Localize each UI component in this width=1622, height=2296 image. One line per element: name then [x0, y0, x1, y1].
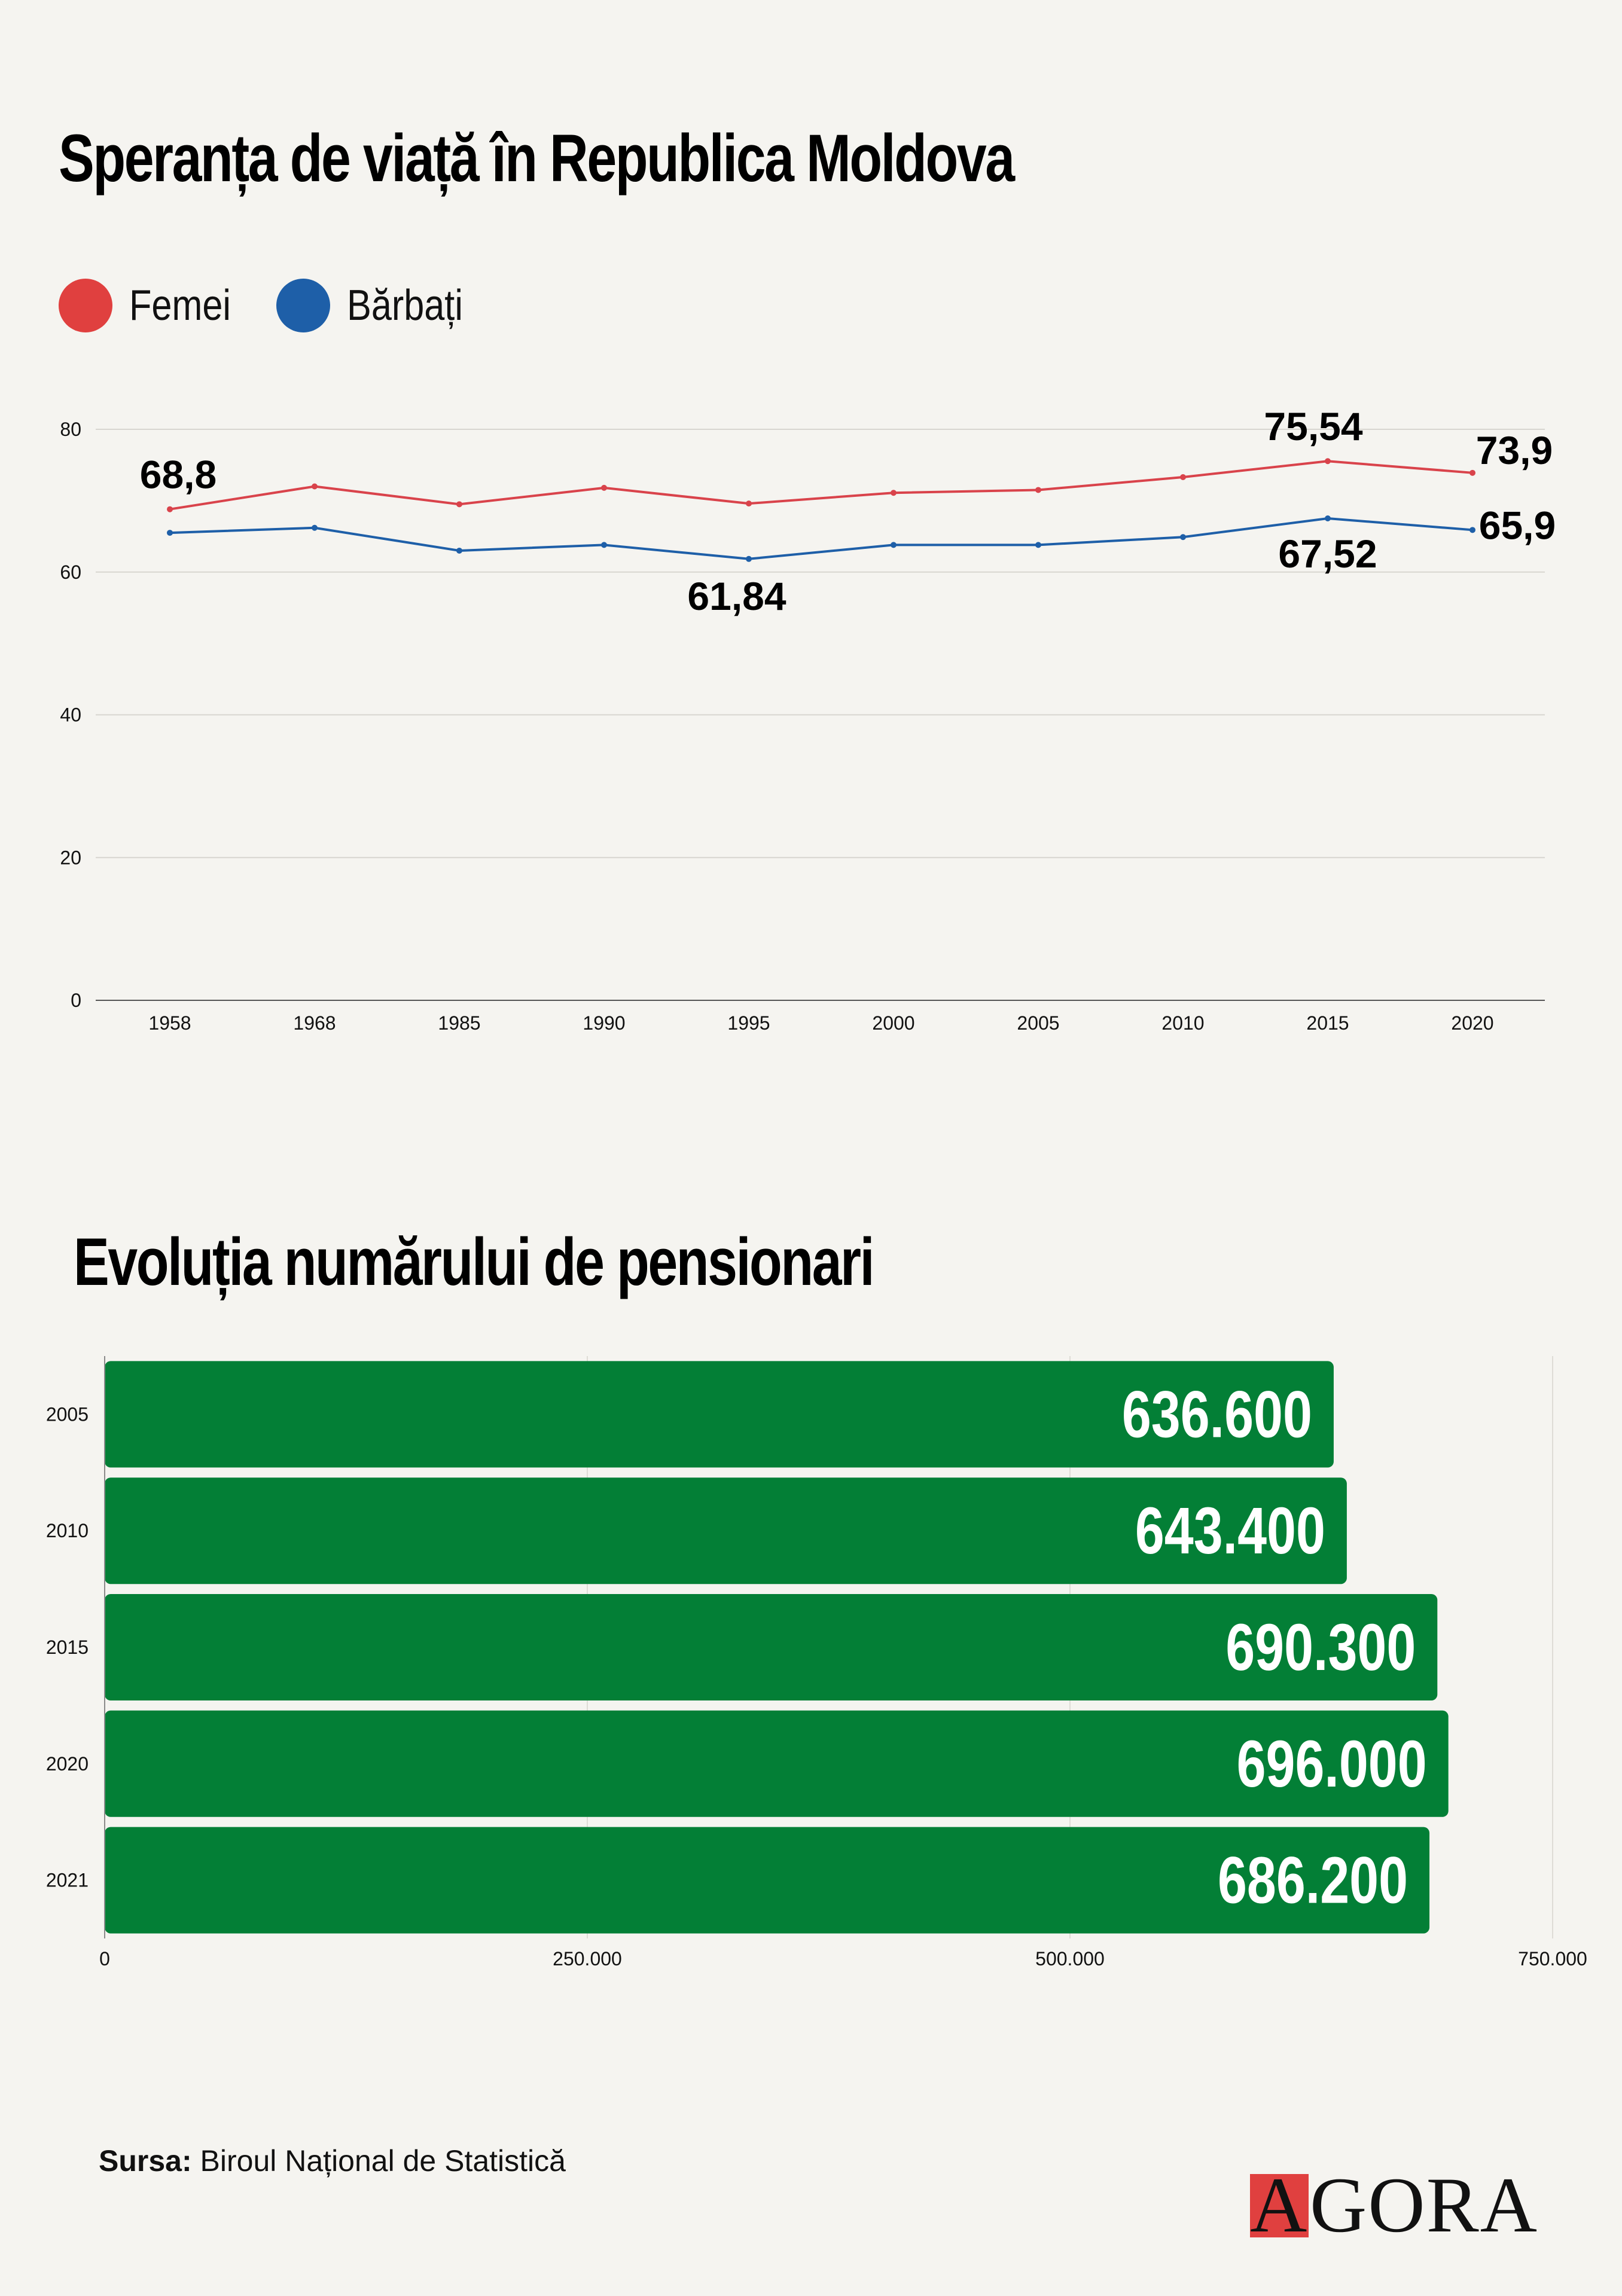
pensioners-bar-chart: 0 250.000 500.000 750.000 636.600 2005 643.400… [46, 1356, 1587, 1970]
data-point-barbati-2000 [891, 542, 897, 548]
legend-marker-femei [59, 279, 112, 332]
data-label-barbati-2020: 65,9 [1479, 503, 1556, 547]
bar-2010 [105, 1477, 1347, 1584]
bar-value-label-2021: 686.200 [1218, 1844, 1408, 1918]
data-point-femei-1995 [746, 500, 752, 507]
x-tick-label-2010: 2010 [1161, 1012, 1204, 1034]
source-text: Biroul Național de Statistică [200, 2144, 566, 2178]
data-point-femei-1968 [312, 483, 318, 490]
life-expectancy-line-chart: 0 20 40 60 80 1958 1968 1985 1990 1995 2000 2005 201… [60, 404, 1556, 1034]
category-label-2005: 2005 [46, 1403, 89, 1425]
legend-label-femei: Femei [129, 282, 231, 329]
x-tick-label-2005: 2005 [1017, 1012, 1059, 1034]
data-label-femei-2015: 75,54 [1264, 404, 1362, 448]
data-point-femei-2010 [1180, 474, 1186, 480]
data-point-barbati-1958 [167, 530, 173, 536]
data-point-barbati-1995 [746, 555, 752, 562]
y-tick-label-0: 0 [71, 990, 81, 1011]
bar-value-label-2015: 690.300 [1225, 1611, 1416, 1685]
x-tick-label-3: 750.000 [1518, 1948, 1587, 1970]
x-tick-label-0: 0 [99, 1948, 110, 1970]
series-line-barbati [169, 517, 1473, 560]
data-point-femei-2015 [1325, 458, 1331, 465]
data-label-barbati-1995: 61,84 [687, 574, 786, 618]
logo-wordmark: GORA [1310, 2161, 1539, 2249]
data-point-femei-1985 [456, 501, 462, 508]
category-label-2021: 2021 [46, 1870, 89, 1891]
x-tick-label-2000: 2000 [872, 1012, 914, 1034]
x-tick-label-2: 500.000 [1035, 1948, 1105, 1970]
data-label-femei-2020: 73,9 [1476, 428, 1553, 472]
data-point-femei-1990 [601, 484, 607, 491]
logo-red-box [1250, 2174, 1309, 2237]
data-point-barbati-2010 [1180, 534, 1186, 541]
x-tick-label-1990: 1990 [583, 1012, 625, 1034]
bar-value-label-2005: 636.600 [1122, 1378, 1312, 1452]
category-label-2015: 2015 [46, 1636, 89, 1658]
y-tick-label-40: 40 [60, 704, 81, 726]
data-point-barbati-2020 [1469, 527, 1475, 533]
x-tick-label-1: 250.000 [553, 1948, 622, 1970]
data-point-femei-2020 [1469, 469, 1475, 476]
bar-value-label-2020: 696.000 [1237, 1728, 1427, 1802]
category-label-2020: 2020 [46, 1753, 89, 1775]
bar-value-label-2010: 643.400 [1135, 1495, 1325, 1568]
bar-2005 [105, 1361, 1334, 1468]
data-point-barbati-2015 [1325, 515, 1331, 521]
series-line-femei [169, 460, 1473, 511]
y-tick-label-60: 60 [60, 561, 81, 583]
data-label-barbati-2015: 67,52 [1278, 532, 1377, 576]
data-point-barbati-2005 [1035, 542, 1041, 548]
bar-2020 [105, 1710, 1449, 1817]
data-point-femei-2005 [1035, 487, 1041, 493]
x-tick-label-1995: 1995 [727, 1012, 770, 1034]
data-point-barbati-1990 [601, 542, 607, 548]
x-tick-label-1968: 1968 [293, 1012, 336, 1034]
y-tick-label-80: 80 [60, 419, 81, 440]
data-point-barbati-1968 [312, 524, 318, 531]
source-label: Sursa: [99, 2144, 192, 2178]
logo-first-letter: A [1250, 2161, 1307, 2249]
x-tick-label-1958: 1958 [148, 1012, 191, 1034]
source-note: Sursa: Biroul Național de Statistică [99, 2144, 566, 2178]
x-tick-label-2020: 2020 [1451, 1012, 1493, 1034]
data-label-femei-1958: 68,8 [140, 453, 217, 497]
data-point-femei-1958 [167, 506, 173, 512]
x-tick-label-1985: 1985 [438, 1012, 480, 1034]
bar-2021 [105, 1827, 1430, 1934]
category-label-2010: 2010 [46, 1520, 89, 1541]
life-expectancy-title: Speranța de viață în Republica Moldova [59, 121, 1015, 196]
legend-marker-barbati [276, 279, 330, 332]
x-tick-label-2015: 2015 [1306, 1012, 1349, 1034]
bar-2015 [105, 1594, 1438, 1700]
data-point-barbati-1985 [456, 547, 462, 554]
legend-label-barbati: Bărbați [347, 282, 463, 329]
y-tick-label-20: 20 [60, 847, 81, 868]
agora-logo: A GORA [1250, 2166, 1561, 2245]
data-point-femei-2000 [891, 490, 897, 496]
pensioners-title: Evoluția numărului de pensionari [74, 1225, 875, 1299]
